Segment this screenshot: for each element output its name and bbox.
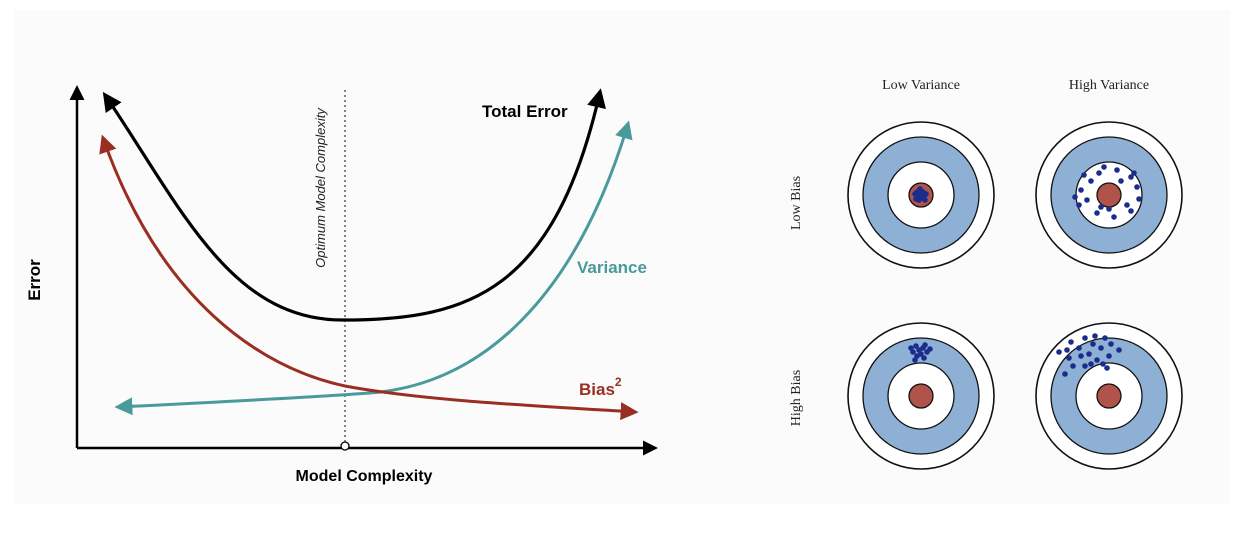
bullseye: [908, 383, 934, 409]
shot-point: [1136, 196, 1142, 202]
bias-label: Bias2: [579, 375, 622, 399]
target-low-bias-low-variance: [847, 121, 995, 269]
shot-point: [1088, 361, 1094, 367]
total-error-curve: [102, 88, 606, 322]
shot-point: [1081, 172, 1087, 178]
shot-point: [1078, 353, 1084, 359]
shot-point: [913, 343, 919, 349]
shot-point: [912, 357, 918, 363]
shot-point: [1118, 178, 1124, 184]
total-error-label: Total Error: [482, 102, 568, 121]
shot-point: [1128, 174, 1134, 180]
shot-point: [1096, 170, 1102, 176]
shot-point: [1098, 204, 1104, 210]
bullseye: [1096, 383, 1122, 409]
shot-point: [1111, 214, 1117, 220]
shot-point: [1101, 164, 1107, 170]
shot-point: [1102, 335, 1108, 341]
shot-point: [1082, 335, 1088, 341]
shot-point: [1134, 184, 1140, 190]
shot-point: [1131, 170, 1137, 176]
target-high-bias-high-variance: [1035, 322, 1183, 470]
bias-label-text: Bias: [579, 380, 615, 399]
shot-point: [1106, 353, 1112, 359]
x-axis-label: Model Complexity: [296, 468, 433, 485]
shot-point: [1068, 339, 1074, 345]
shot-point: [1104, 365, 1110, 371]
shot-point: [921, 355, 927, 361]
shot-point: [1116, 347, 1122, 353]
shot-point: [919, 191, 925, 197]
targets-grid: [847, 121, 1183, 470]
shot-point: [1094, 210, 1100, 216]
column-label-low-variance: Low Variance: [882, 78, 960, 93]
y-axis-label: Error: [25, 259, 44, 301]
shot-point: [1098, 345, 1104, 351]
variance-label: Variance: [577, 258, 647, 277]
shot-point: [1084, 197, 1090, 203]
shot-point: [922, 342, 928, 348]
shot-point: [1078, 187, 1084, 193]
optimum-label: Optimum Model Complexity: [313, 107, 328, 268]
shot-point: [908, 345, 914, 351]
shot-point: [1072, 194, 1078, 200]
row-label-high-bias: High Bias: [789, 370, 804, 426]
shot-point: [1062, 371, 1068, 377]
variance-curve: [114, 120, 633, 416]
optimum-marker: [340, 441, 350, 451]
shot-point: [912, 191, 918, 197]
shot-point: [1100, 361, 1106, 367]
shot-point: [1066, 355, 1072, 361]
shot-point: [1070, 363, 1076, 369]
shot-point: [1114, 167, 1120, 173]
targets-diagram: Low Variance High Variance Low Bias High…: [789, 78, 1183, 470]
shot-point: [1056, 349, 1062, 355]
shot-point: [1082, 363, 1088, 369]
shot-point: [923, 191, 929, 197]
bullseye: [1096, 182, 1122, 208]
shot-point: [1128, 208, 1134, 214]
shot-point: [1076, 345, 1082, 351]
shot-point: [922, 197, 928, 203]
shot-point: [1124, 202, 1130, 208]
shot-point: [1092, 333, 1098, 339]
shot-point: [927, 346, 933, 352]
shot-point: [1090, 341, 1096, 347]
bias-curve: [99, 134, 639, 421]
shot-point: [1064, 347, 1070, 353]
shot-point: [1086, 351, 1092, 357]
shot-point: [1094, 357, 1100, 363]
column-label-high-variance: High Variance: [1069, 78, 1149, 93]
row-label-low-bias: Low Bias: [789, 176, 804, 230]
target-high-bias-low-variance: [847, 322, 995, 470]
target-low-bias-high-variance: [1035, 121, 1183, 269]
shot-point: [1088, 178, 1094, 184]
shot-point: [1108, 341, 1114, 347]
tradeoff-diagram: Error Model Complexity Optimum Model Com…: [25, 85, 658, 485]
bias-exponent: 2: [615, 375, 622, 389]
shot-point: [913, 196, 919, 202]
shot-point: [1106, 206, 1112, 212]
shot-point: [1076, 202, 1082, 208]
